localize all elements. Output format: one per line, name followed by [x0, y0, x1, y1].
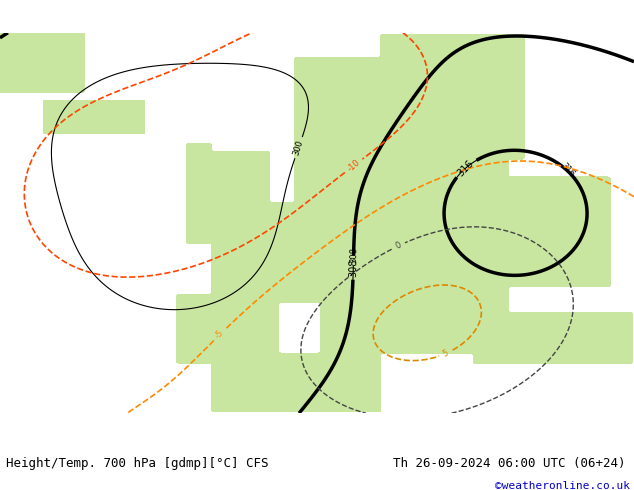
Text: -10: -10 — [346, 158, 361, 173]
Text: Height/Temp. 700 hPa [gdmp][°C] CFS: Height/Temp. 700 hPa [gdmp][°C] CFS — [6, 457, 269, 470]
Text: 0: 0 — [394, 241, 403, 251]
Text: 316: 316 — [559, 162, 576, 179]
Text: 5: 5 — [442, 348, 450, 359]
Text: 300: 300 — [292, 139, 305, 156]
Text: -5: -5 — [214, 329, 226, 341]
Text: ©weatheronline.co.uk: ©weatheronline.co.uk — [495, 481, 630, 490]
Text: 308: 308 — [349, 247, 358, 263]
Text: 316: 316 — [456, 158, 476, 178]
Text: Th 26-09-2024 06:00 UTC (06+24): Th 26-09-2024 06:00 UTC (06+24) — [393, 457, 626, 470]
Text: 308: 308 — [348, 258, 358, 277]
